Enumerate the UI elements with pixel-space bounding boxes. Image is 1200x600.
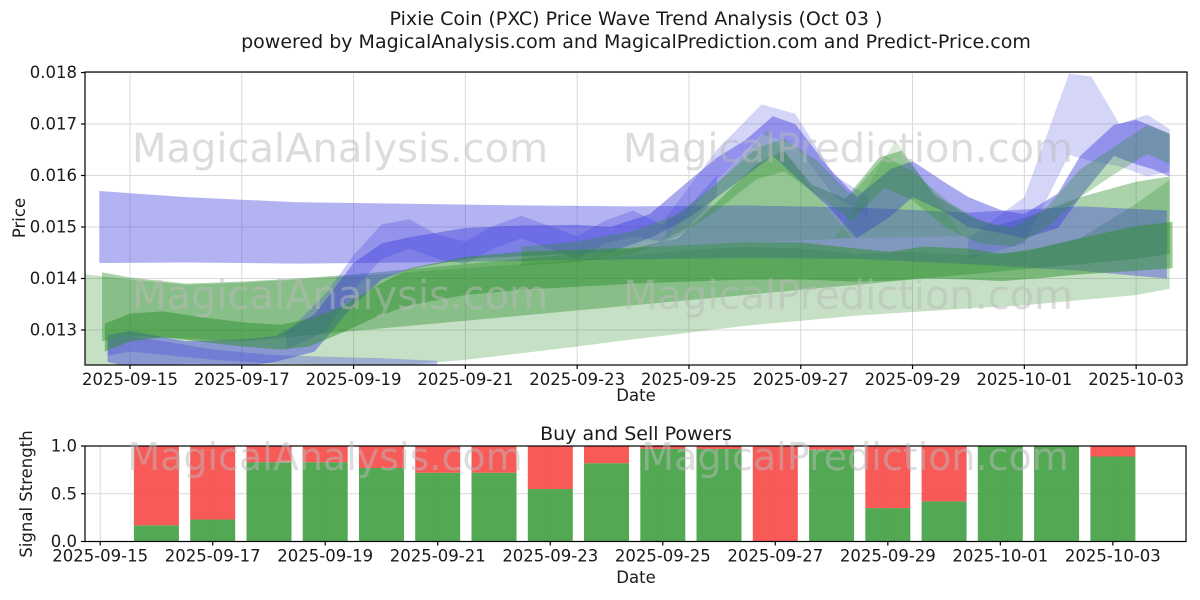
y-tick-label: 0.015 (30, 217, 77, 236)
pale-blue-peak-mid-area (666, 104, 868, 238)
bar-sell-segment (696, 446, 742, 449)
signal-chart-title: Buy and Sell Powers (540, 423, 732, 445)
bar-buy-segment (584, 463, 629, 542)
price-chart-spines (84, 71, 1188, 366)
x-tick-label: 2025-09-15 (52, 547, 148, 566)
pale-green-peak-2-area (834, 140, 963, 239)
y-tick-label: 0.017 (30, 115, 77, 134)
x-tick-label: 2025-09-19 (277, 547, 373, 566)
green-wave-upper-band-area (521, 125, 1170, 266)
bar-buy-segment (133, 525, 179, 542)
bar-buy-segment (640, 448, 686, 542)
bar-buy-segment (1034, 446, 1080, 542)
signal-y-axis-label: Signal Strength (17, 430, 36, 557)
steel-blue-low-wedge-area (107, 336, 438, 365)
bar-sell-segment (921, 446, 967, 502)
price-trend-chart: 2025-09-15 2025-09-17 2025-09-19 2025-09-21… (30, 63, 1188, 389)
braided-blue-band-area (286, 175, 717, 350)
main-blue-wave-band-area (107, 116, 1170, 365)
bar-sell-segment (527, 446, 573, 489)
price-y-axis-label: Price (10, 198, 29, 238)
watermark-magicalprediction: MagicalPrediction.com (641, 435, 1069, 479)
bar-sell-segment (809, 446, 855, 450)
bar-sell-segment (415, 446, 461, 473)
pale-blue-peak-right-area (968, 73, 1170, 259)
bar-sell-segment (471, 446, 517, 473)
x-tick-label: 2025-09-25 (615, 547, 711, 566)
bar-buy-segment (921, 501, 967, 542)
bar-sell-segment (302, 446, 348, 463)
bar-buy-segment (302, 462, 348, 542)
figure-title-line1: Pixie Coin (PXC) Price Wave Trend Analys… (390, 8, 883, 30)
watermark-layer: MagicalAnalysis.com MagicalPrediction.co… (127, 126, 1073, 479)
bar-buy-segment (246, 462, 292, 542)
y-tick-label: 0.5 (51, 484, 77, 503)
price-chart-plot-area (85, 73, 1173, 365)
x-tick-label: 2025-09-27 (727, 547, 823, 566)
bar-sell-segment (190, 446, 236, 520)
bar-buy-segment (190, 519, 236, 542)
bar-sell-segment (752, 446, 798, 542)
x-tick-label: 2025-09-21 (417, 370, 513, 389)
x-tick-label: 2025-09-17 (194, 370, 290, 389)
bar-buy-segment (527, 489, 573, 542)
x-tick-label: 2025-09-15 (82, 370, 178, 389)
x-tick-label: 2025-09-23 (502, 547, 598, 566)
x-tick-label: 2025-09-27 (753, 370, 849, 389)
y-tick-label: 0.013 (30, 320, 77, 339)
pale-green-peak-1-area (655, 130, 852, 247)
watermark-magicalanalysis: MagicalAnalysis.com (132, 126, 548, 172)
bar-buy-segment (1090, 456, 1136, 542)
y-tick-label: 0.016 (30, 166, 77, 185)
watermark-magicalprediction: MagicalPrediction.com (623, 273, 1073, 319)
bar-sell-segment (865, 446, 911, 509)
bar-sell-segment (584, 446, 629, 464)
signal-chart-plot-area (133, 446, 1136, 542)
bar-sell-segment (640, 446, 686, 449)
x-tick-label: 2025-09-29 (840, 547, 936, 566)
dark-green-core-band-area (104, 221, 1173, 352)
y-tick-label: 0.014 (30, 269, 77, 288)
x-tick-label: 2025-10-03 (1065, 547, 1161, 566)
x-tick-label: 2025-09-25 (641, 370, 737, 389)
x-tick-label: 2025-09-23 (529, 370, 625, 389)
bar-sell-segment (1090, 446, 1136, 457)
figure-title-line2: powered by MagicalAnalysis.com and Magic… (241, 31, 1031, 53)
signal-x-axis-label: Date (616, 568, 655, 587)
watermark-magicalanalysis: MagicalAnalysis.com (132, 273, 548, 319)
buy-sell-powers-chart: 2025-09-15 2025-09-17 2025-09-19 2025-09-21… (51, 437, 1187, 566)
bar-buy-segment (471, 472, 517, 542)
watermark-magicalanalysis: MagicalAnalysis.com (127, 435, 522, 479)
price-x-axis-label: Date (616, 386, 655, 405)
bar-sell-segment (359, 446, 404, 468)
bar-buy-segment (977, 446, 1023, 542)
x-tick-label: 2025-10-01 (952, 547, 1048, 566)
x-tick-label: 2025-09-21 (390, 547, 486, 566)
bar-buy-segment (359, 468, 404, 542)
x-tick-label: 2025-10-03 (1088, 370, 1184, 389)
y-tick-label: 0.0 (51, 532, 77, 551)
bar-buy-segment (696, 448, 742, 542)
bar-sell-segment (133, 446, 179, 526)
x-tick-label: 2025-10-01 (976, 370, 1072, 389)
y-tick-label: 1.0 (51, 437, 77, 456)
watermark-magicalprediction: MagicalPrediction.com (623, 126, 1073, 172)
x-tick-label: 2025-09-29 (865, 370, 961, 389)
bar-buy-segment (415, 472, 461, 542)
bar-buy-segment (809, 449, 855, 542)
bar-sell-segment (246, 446, 292, 463)
x-tick-label: 2025-09-19 (306, 370, 402, 389)
x-tick-label: 2025-09-17 (165, 547, 261, 566)
bar-buy-segment (865, 508, 911, 542)
y-tick-label: 0.018 (30, 63, 77, 82)
